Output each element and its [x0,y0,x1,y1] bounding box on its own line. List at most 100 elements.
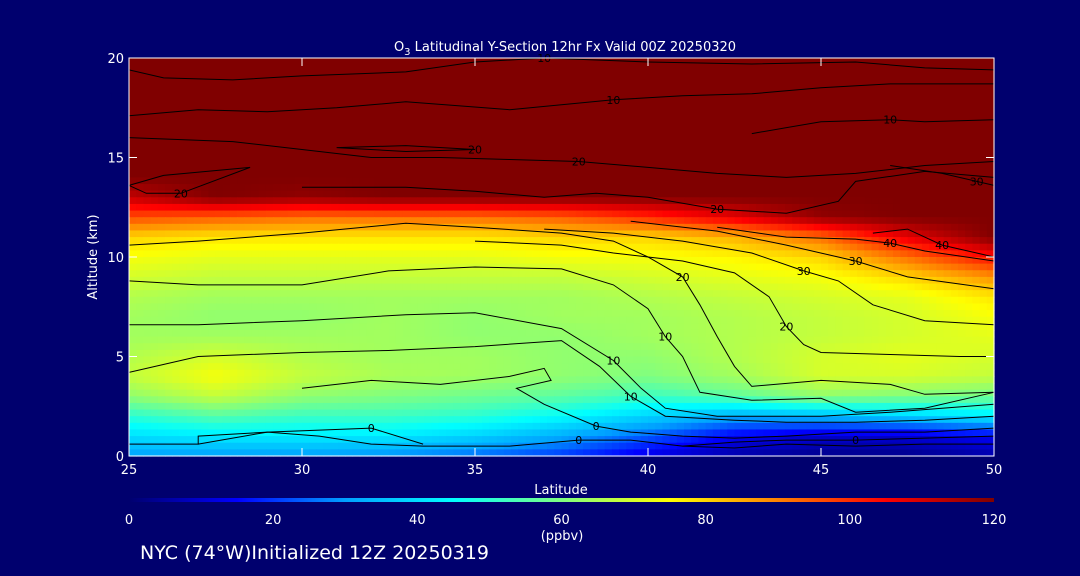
field-cell [921,210,930,218]
field-cell [410,130,418,139]
field-cell [316,290,325,298]
field-cell [136,283,145,291]
field-cell [229,290,238,298]
field-cell [936,296,945,305]
field-cell [244,276,253,285]
field-cell [482,283,491,291]
field-cell [518,310,527,318]
field-cell [676,137,685,145]
field-cell [756,303,764,311]
field-cell [691,303,700,311]
field-cell [280,64,289,72]
field-cell [604,170,613,178]
field-cell [806,257,815,265]
field-cell [590,323,599,331]
field-cell [965,130,973,139]
field-cell [734,270,743,278]
field-cell [172,64,181,72]
field-cell [179,217,188,225]
field-cell [676,263,685,271]
field-cell [619,243,627,251]
field-cell [655,310,664,318]
field-cell [165,111,173,119]
field-cell [741,177,750,185]
field-cell [525,323,534,331]
field-cell [222,290,231,298]
field-cell [547,250,555,258]
field-cell [352,130,361,139]
field-cell [244,303,253,311]
field-cell [150,329,159,338]
field-cell [525,84,534,92]
field-cell [302,164,310,172]
field-cell [705,157,714,165]
field-cell [972,170,981,178]
field-cell [748,130,757,139]
field-cell [518,71,527,79]
field-cell [287,71,296,79]
field-cell [287,130,296,139]
field-cell [950,310,959,318]
field-cell [712,230,721,238]
field-cell [857,170,865,178]
field-cell [489,150,498,159]
field-cell [511,111,519,119]
field-cell [467,184,476,192]
field-cell [849,250,858,258]
field-cell [179,64,188,72]
field-cell [907,257,916,265]
field-cell [157,223,166,232]
field-cell [871,310,880,318]
field-cell [604,329,613,338]
field-cell [979,91,988,99]
field-cell [799,97,808,106]
field-cell [438,184,447,192]
field-cell [597,124,606,132]
field-cell [943,276,952,285]
field-cell [381,230,390,238]
field-cell [799,197,808,205]
field-cell [129,283,137,291]
field-cell [446,184,454,192]
field-cell [150,203,159,212]
field-cell [150,237,159,245]
field-cell [986,283,995,291]
field-cell [395,137,404,145]
field-cell [568,164,577,172]
field-cell [554,243,563,251]
field-cell [525,296,534,305]
field-cell [294,117,303,125]
field-cell [150,117,159,125]
field-cell [532,124,541,132]
field-cell [302,329,310,338]
field-cell [734,137,743,145]
field-cell [345,197,354,205]
field-cell [691,84,700,92]
field-cell [251,64,260,72]
field-cell [129,137,137,145]
field-cell [914,137,923,145]
field-cell [597,210,606,218]
field-cell [179,270,188,278]
field-cell [460,217,469,225]
field-cell [986,237,995,245]
field-cell [518,190,527,198]
field-cell [986,144,995,152]
field-cell [878,243,887,251]
field-cell [201,170,209,178]
field-cell [575,164,584,172]
field-cell [568,58,577,66]
field-cell [215,84,224,92]
field-cell [359,77,368,86]
field-cell [547,296,555,305]
field-cell [193,276,202,285]
field-cell [129,111,137,119]
field-cell [813,170,822,178]
field-cell [547,91,555,99]
field-cell [424,203,433,212]
field-cell [273,283,281,291]
field-cell [561,303,570,311]
field-cell [460,290,469,298]
field-cell [547,84,555,92]
field-cell [265,117,274,125]
